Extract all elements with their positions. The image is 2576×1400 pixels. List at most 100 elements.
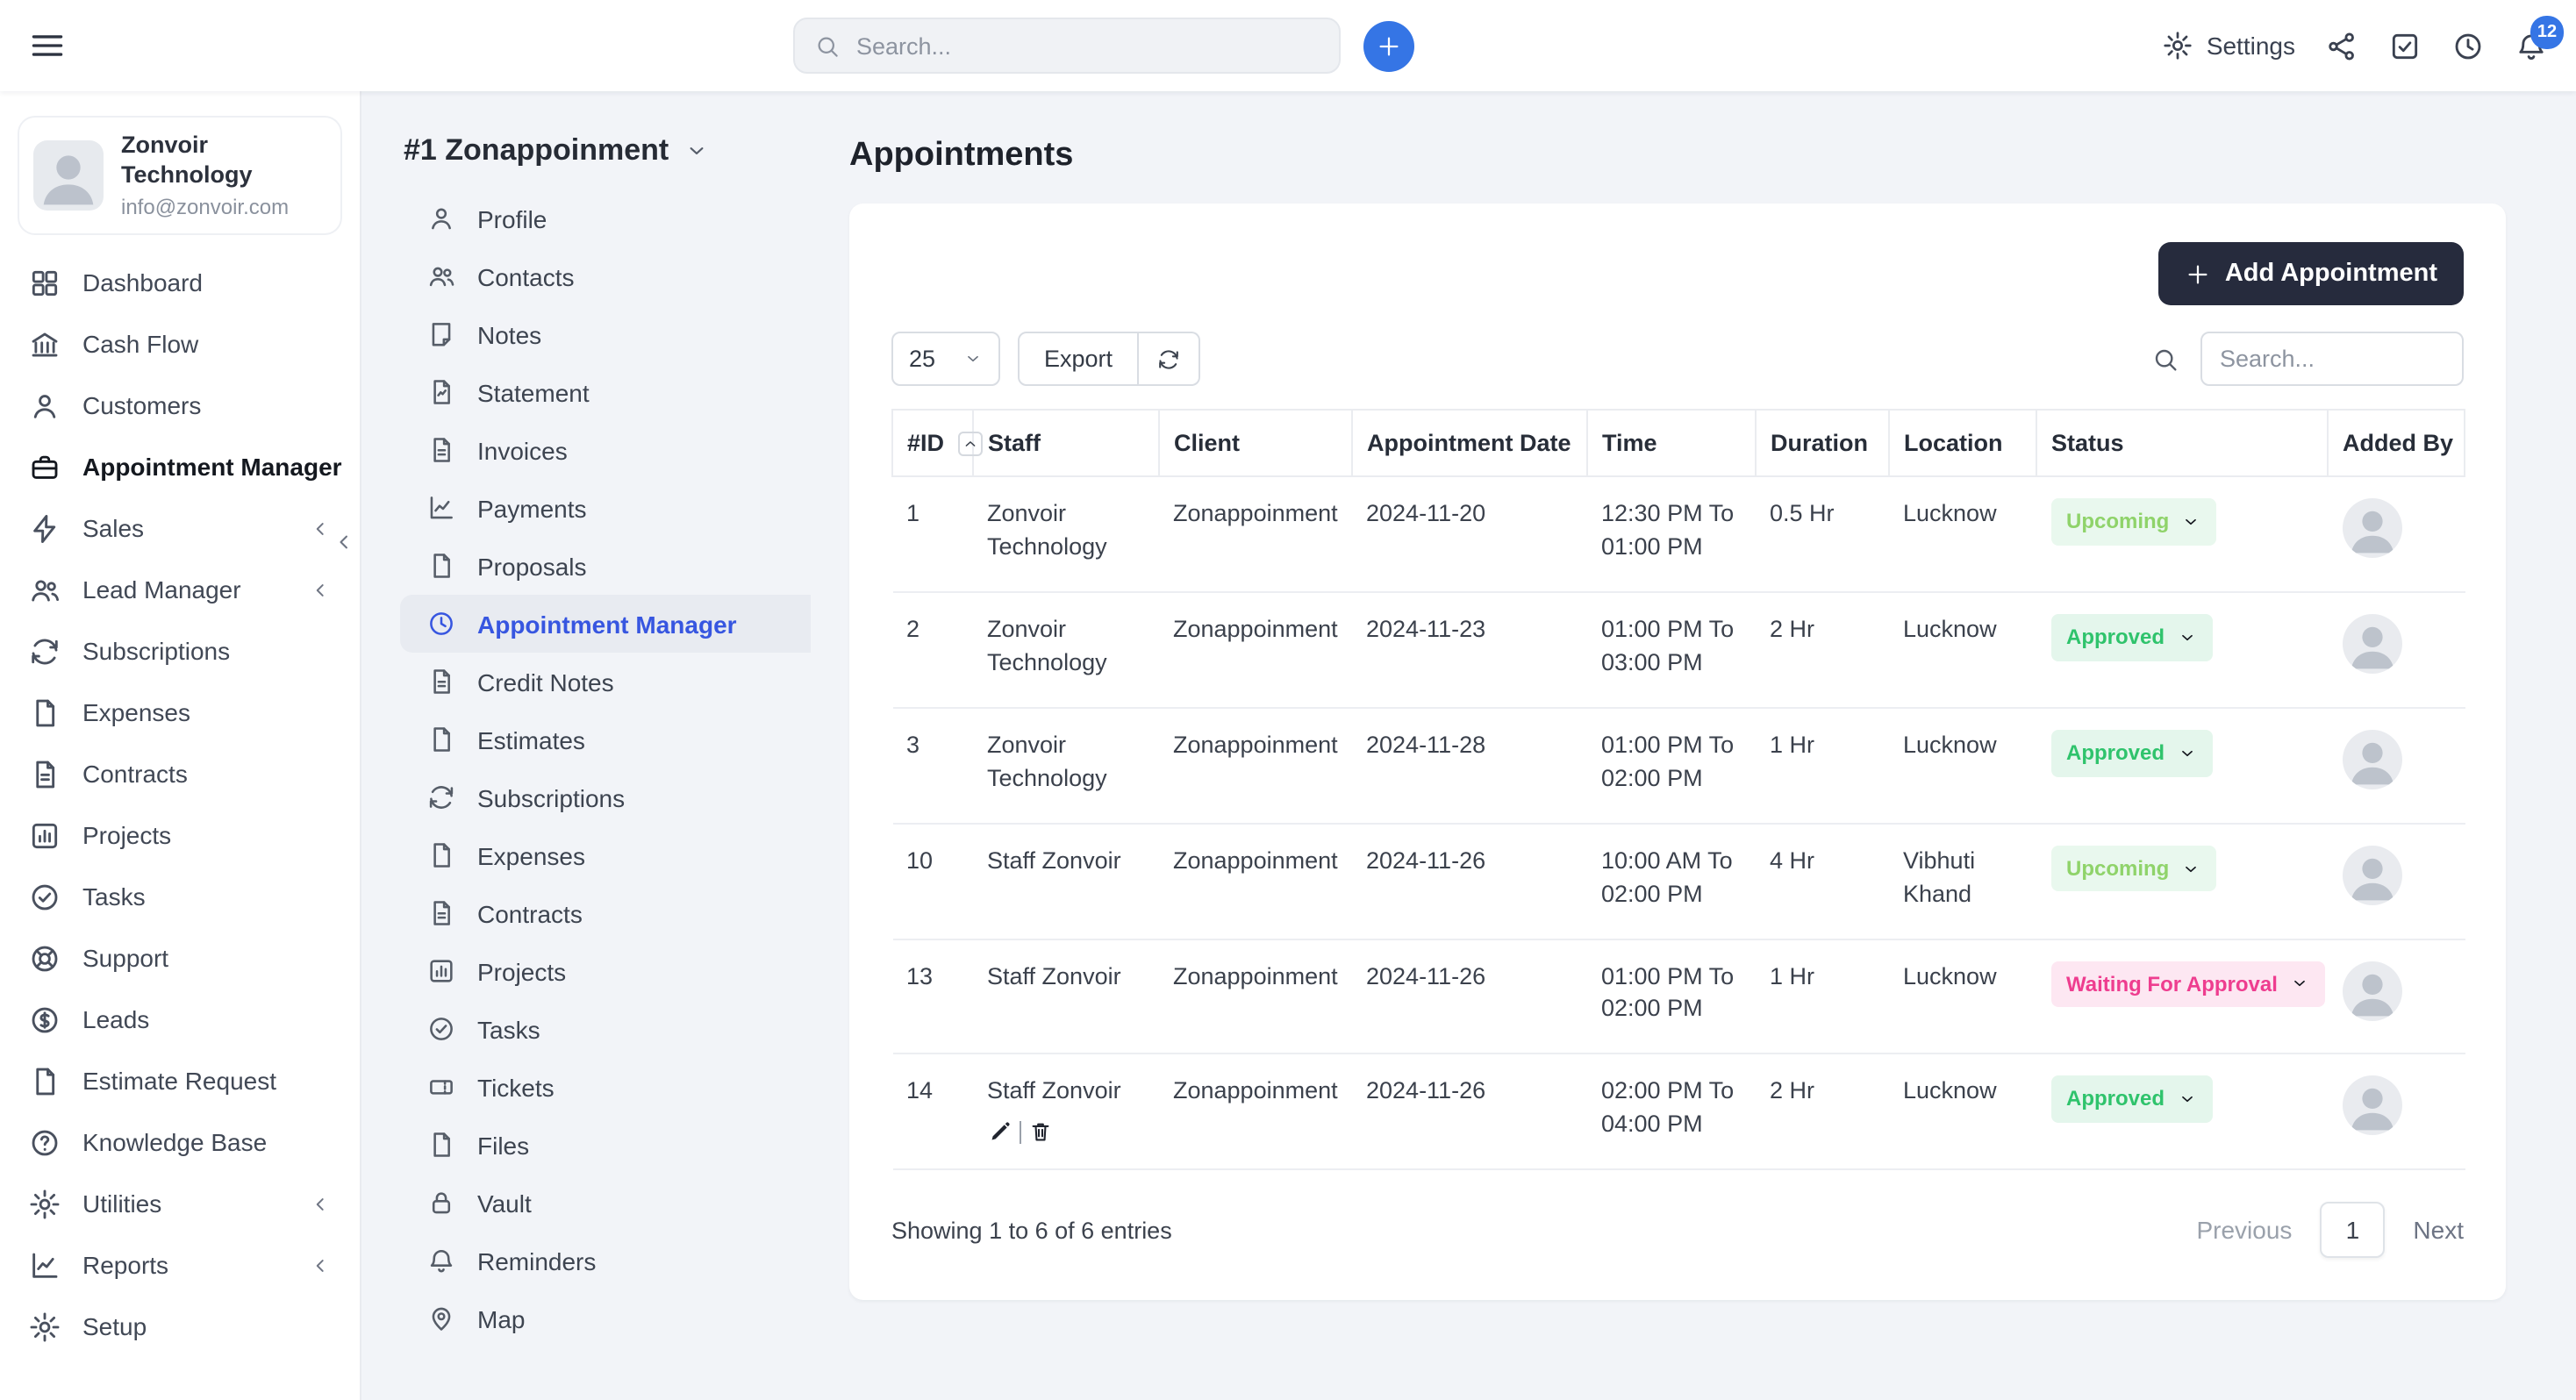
client-panel-item[interactable]: Invoices: [400, 421, 811, 479]
column-header-added-by[interactable]: Added By: [2328, 410, 2465, 476]
sidebar-item[interactable]: Tasks: [0, 867, 360, 928]
page-title: Appointments: [849, 137, 2506, 175]
appointment-row: 3 Zonvoir Technology Zonappoinment 2024-…: [892, 708, 2465, 824]
sidebar-item[interactable]: Utilities: [0, 1174, 360, 1235]
cell-date: 2024-11-20: [1352, 476, 1587, 592]
sidebar-collapse-button[interactable]: [332, 530, 356, 554]
column-header-time[interactable]: Time: [1587, 410, 1756, 476]
sidebar-item[interactable]: Knowledge Base: [0, 1112, 360, 1174]
client-panel-item[interactable]: Vault: [400, 1174, 811, 1232]
column-header-staff[interactable]: Staff: [973, 410, 1159, 476]
share-button[interactable]: [2325, 29, 2358, 62]
column-header-location[interactable]: Location: [1889, 410, 2036, 476]
chevron-down-icon: [2177, 628, 2196, 647]
appointment-row: 14 Staff Zonvoir Zonappoinment: [892, 1054, 2465, 1170]
status-badge[interactable]: Approved: [2050, 730, 2212, 777]
lock-icon: [426, 1188, 456, 1218]
client-panel-item[interactable]: Statement: [400, 363, 811, 421]
next-page-button[interactable]: Next: [2413, 1217, 2464, 1245]
client-panel-item[interactable]: Files: [400, 1116, 811, 1174]
client-panel-item[interactable]: Expenses: [400, 826, 811, 884]
appointment-row: 13 Staff Zonvoir Zonappoinment 2024-11-2…: [892, 939, 2465, 1054]
chevron-left-icon: [309, 1254, 332, 1277]
column-header-duration[interactable]: Duration: [1756, 410, 1889, 476]
sidebar-item[interactable]: Estimate Request: [0, 1051, 360, 1112]
workspace-email: info@zonvoir.com: [121, 195, 326, 219]
status-badge[interactable]: Approved: [2050, 1076, 2212, 1124]
sidebar-item[interactable]: Support: [0, 928, 360, 989]
table-header-row: #ID Staff Client Appointment Date Time D…: [892, 410, 2465, 476]
client-panel-item[interactable]: Projects: [400, 942, 811, 1000]
add-appointment-button[interactable]: Add Appointment: [2158, 242, 2464, 305]
client-panel-item[interactable]: Estimates: [400, 711, 811, 768]
settings-button[interactable]: Settings: [2163, 30, 2295, 61]
client-panel-item[interactable]: Proposals: [400, 537, 811, 595]
gear-icon: [28, 1311, 61, 1344]
client-panel-item[interactable]: Tasks: [400, 1000, 811, 1058]
quick-add-button[interactable]: [1363, 20, 1414, 71]
client-panel-item[interactable]: Profile: [400, 189, 811, 247]
client-panel-item[interactable]: Tickets: [400, 1058, 811, 1116]
doc-icon: [426, 1130, 456, 1160]
cell-date: 2024-11-26: [1352, 939, 1587, 1054]
sidebar-item[interactable]: Cash Flow: [0, 314, 360, 375]
client-panel-item[interactable]: Reminders: [400, 1232, 811, 1289]
client-panel-item[interactable]: Notes: [400, 305, 811, 363]
cell-status: Upcoming: [2036, 823, 2328, 939]
client-panel-item[interactable]: Subscriptions: [400, 768, 811, 826]
tasks-check-button[interactable]: [2388, 29, 2422, 62]
table-search-input[interactable]: [2200, 332, 2464, 386]
sidebar-item[interactable]: Lead Manager: [0, 560, 360, 621]
cell-location: Lucknow: [1889, 592, 2036, 708]
column-header-date[interactable]: Appointment Date: [1352, 410, 1587, 476]
column-header-client[interactable]: Client: [1159, 410, 1352, 476]
sidebar-item[interactable]: Leads: [0, 989, 360, 1051]
sidebar-item[interactable]: Reports: [0, 1235, 360, 1296]
ticket-icon: [426, 1072, 456, 1102]
client-panel-item[interactable]: Contracts: [400, 884, 811, 942]
refresh-button[interactable]: [1139, 332, 1200, 386]
chevron-up-icon: [962, 434, 979, 452]
history-button[interactable]: [2451, 29, 2485, 62]
appointments-table: #ID Staff Client Appointment Date Time D…: [891, 409, 2465, 1171]
client-panel-item[interactable]: Appointment Manager: [400, 595, 811, 653]
sidebar-item[interactable]: Setup: [0, 1296, 360, 1358]
workspace-profile[interactable]: Zonvoir Technology info@zonvoir.com: [18, 116, 342, 235]
chevron-down-icon: [2177, 743, 2196, 762]
delete-icon[interactable]: [1027, 1120, 1052, 1145]
notifications-button[interactable]: 12: [2515, 29, 2548, 62]
client-panel-item[interactable]: Contacts: [400, 247, 811, 305]
status-badge[interactable]: Upcoming: [2050, 845, 2216, 892]
chevron-left-icon: [332, 530, 356, 554]
page-size-select[interactable]: 25: [891, 332, 1000, 386]
cell-client: Zonappoinment: [1159, 1054, 1352, 1170]
cell-staff: Staff Zonvoir: [973, 823, 1159, 939]
sort-asc-button[interactable]: [958, 431, 983, 455]
previous-page-button[interactable]: Previous: [2196, 1217, 2292, 1245]
chevron-left-icon: [309, 518, 332, 540]
client-selector[interactable]: #1 Zonappoinment: [361, 126, 811, 189]
edit-icon[interactable]: [987, 1120, 1012, 1145]
status-badge[interactable]: Waiting For Approval: [2050, 961, 2325, 1008]
status-badge[interactable]: Upcoming: [2050, 498, 2216, 546]
sidebar-item[interactable]: Dashboard: [0, 253, 360, 314]
column-header-id[interactable]: #ID: [892, 410, 973, 476]
column-header-status[interactable]: Status: [2036, 410, 2328, 476]
global-search-input[interactable]: [856, 32, 1320, 59]
sidebar-item[interactable]: Subscriptions: [0, 621, 360, 682]
sidebar-item[interactable]: Contracts: [0, 744, 360, 805]
status-badge[interactable]: Approved: [2050, 614, 2212, 661]
client-panel-item[interactable]: Payments: [400, 479, 811, 537]
sidebar-item[interactable]: Customers: [0, 375, 360, 437]
client-panel-item[interactable]: Credit Notes: [400, 653, 811, 711]
cell-status: Upcoming: [2036, 476, 2328, 592]
sidebar-item[interactable]: Projects: [0, 805, 360, 867]
sidebar-item[interactable]: Appointment Manager: [0, 437, 360, 498]
export-button[interactable]: Export: [1018, 332, 1139, 386]
sidebar-item[interactable]: Sales: [0, 498, 360, 560]
sidebar-item[interactable]: Expenses: [0, 682, 360, 744]
menu-button[interactable]: [28, 26, 67, 65]
client-panel-item[interactable]: Map: [400, 1289, 811, 1347]
cell-duration: 2 Hr: [1756, 1054, 1889, 1170]
page-1-button[interactable]: 1: [2320, 1203, 2385, 1259]
